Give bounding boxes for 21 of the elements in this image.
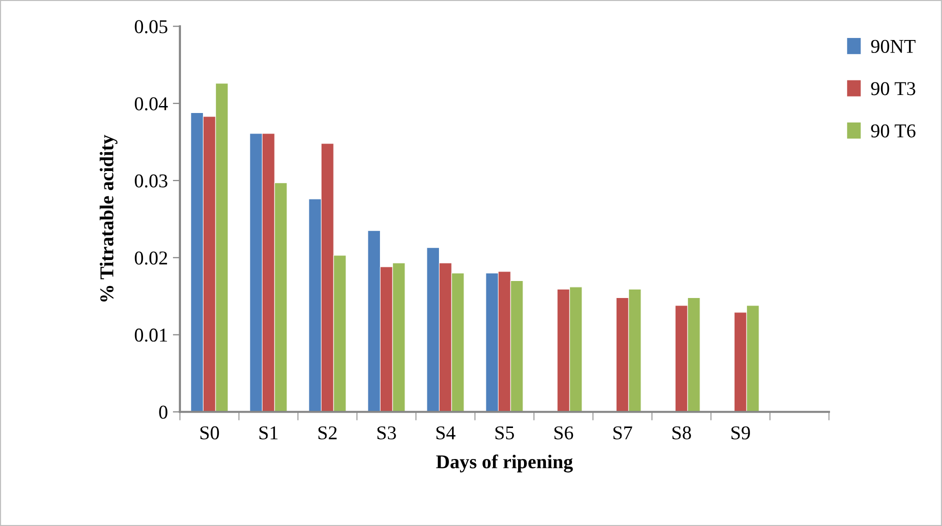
x-tick-label: S5 [495,426,514,440]
y-tick-label: 0 [159,406,168,419]
x-tick-label: S9 [731,426,750,440]
x-tick-label: S8 [672,426,691,440]
legend-label: 90 T6 [871,124,916,138]
x-tick-label: S6 [554,426,574,440]
x-tick-label: S0 [200,426,219,440]
x-axis-title: Days of ripening [436,454,573,472]
y-tick-label: 0.02 [134,251,168,265]
x-tick-label: S3 [377,426,396,440]
x-tick-label: S2 [318,426,337,440]
legend-label: 90 T3 [871,82,916,96]
y-axis-title: % Titratable acidity [100,134,118,302]
y-tick-label: 0.04 [134,97,168,110]
y-tick-label: 0.01 [134,328,167,342]
legend-label: 90NT [871,40,916,53]
x-tick-label: S4 [436,426,456,440]
y-tick-label: 0.03 [134,174,168,188]
x-tick-label: S1 [259,426,278,440]
x-tick-label: S7 [613,426,632,440]
y-tick-label: 0.05 [134,20,168,34]
